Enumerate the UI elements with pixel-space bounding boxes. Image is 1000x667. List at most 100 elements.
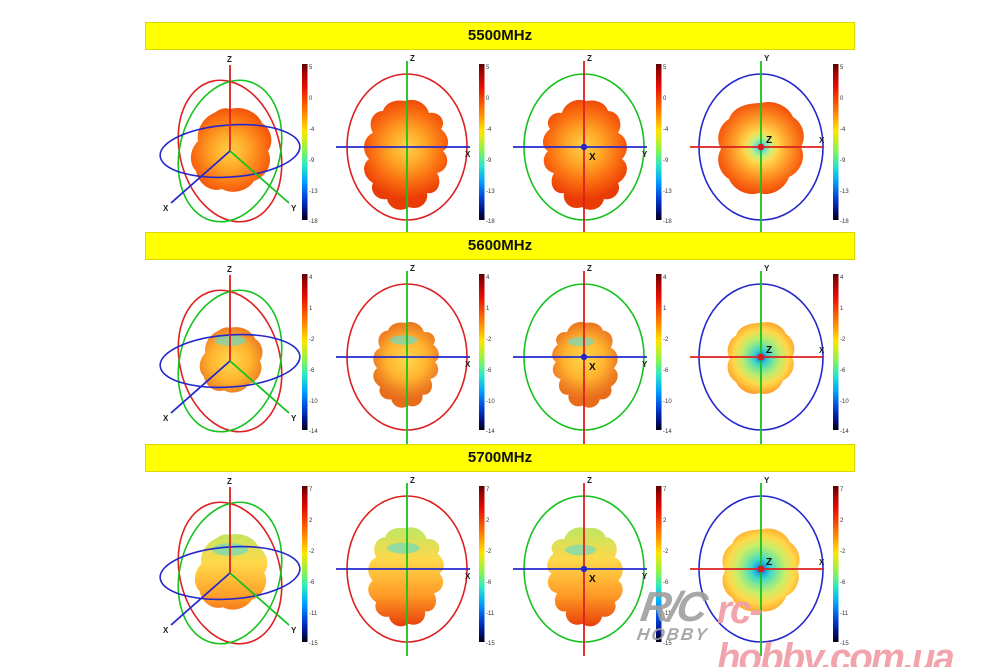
axis-label-right: Y — [642, 150, 648, 159]
great-circle-xy — [159, 123, 301, 179]
x-axis-line — [170, 360, 231, 414]
pattern-3d-plot: Z X Y 4 1 -2 -6 -10 -14 — [159, 265, 318, 435]
colorbar-tick: -2 — [309, 549, 315, 555]
colorbar-tick: -9 — [486, 158, 492, 164]
colorbar-tick: -6 — [663, 368, 669, 374]
axis-label-z: Z — [227, 265, 232, 274]
axis-label-z: Z — [227, 477, 232, 486]
colorbar-ticks: 7 2 -2 -6 -11 -15 — [309, 487, 318, 647]
colorbar-tick: -2 — [840, 549, 846, 555]
blob-null-patch — [389, 335, 418, 345]
axis-label-right: X — [465, 360, 471, 369]
colorbar-tick: -6 — [309, 580, 315, 586]
axis-label-x: X — [163, 414, 169, 423]
logo-text-hobby: HOBBY — [635, 625, 710, 644]
frequency-banner: 5500MHz — [145, 22, 855, 50]
axis-label-right: X — [465, 150, 471, 159]
great-circle-yz — [177, 501, 283, 645]
plot-cell-xy-top: Y X Z 4 1 -2 -6 -10 -14 — [676, 261, 853, 447]
y-axis-line — [229, 572, 290, 626]
axis-label-right: Y — [642, 572, 648, 581]
axis-label-center: Z — [766, 135, 772, 146]
yz-cut-plot: Z Y X 4 1 -2 -6 -10 -14 — [513, 264, 672, 444]
frequency-banner: 5700MHz — [145, 444, 855, 472]
axis-label-right: X — [819, 346, 825, 355]
radiation-blob-xz — [364, 99, 449, 210]
yz-cut-plot: Z Y X 7 2 -2 -6 -11 -15 — [513, 476, 672, 656]
colorbar-tick: -11 — [309, 611, 318, 617]
colorbar-tick: -6 — [486, 580, 492, 586]
radiation-blob-xz — [373, 322, 439, 408]
blob-null-patch — [565, 544, 596, 556]
colorbar-tick: -18 — [840, 219, 849, 225]
axis-label-z: Z — [227, 55, 232, 64]
y-axis-line — [229, 360, 290, 414]
colorbar-ticks: 5 0 -4 -9 -13 -18 — [663, 65, 672, 225]
pattern-3d-plot: Z X Y 7 2 -2 -6 -11 -15 — [159, 477, 318, 647]
watermark: R/C HOBBY rc-hobby.com.ua — [636, 583, 1000, 667]
center-axis-dot — [757, 143, 765, 151]
logo-text-rc: R/C — [637, 583, 708, 630]
colorbar — [479, 486, 485, 642]
great-circle-xz — [177, 289, 283, 433]
colorbar-tick: -15 — [840, 641, 849, 647]
colorbar-ticks: 4 1 -2 -6 -10 -14 — [309, 275, 318, 435]
colorbar-tick: -2 — [486, 337, 492, 343]
colorbar-tick: 5 — [486, 65, 490, 71]
plot-cell-xz: Z X 5 0 -4 -9 -13 -18 — [322, 51, 499, 237]
xy-top-view-plot: Y X Z 7 2 -2 -6 -11 -15 — [690, 476, 849, 656]
colorbar — [833, 274, 839, 430]
colorbar-ticks: 4 1 -2 -6 -10 -14 — [840, 275, 849, 435]
pattern-3d-plot: Z X Y 5 0 -4 -9 -13 -18 — [159, 55, 318, 225]
colorbar-tick: -2 — [663, 549, 669, 555]
colorbar-tick: -6 — [486, 368, 492, 374]
frequency-banner: 5600MHz — [145, 232, 855, 260]
plot-cell-3d: Z X Y 7 2 -2 -6 -11 -15 — [145, 473, 322, 659]
colorbar-tick: -11 — [486, 611, 495, 617]
axis-label-y: Y — [291, 626, 297, 635]
colorbar-ticks: 7 2 -2 -6 -11 -15 — [840, 487, 849, 647]
plot-cell-3d: Z X Y 5 0 -4 -9 -13 -18 — [145, 51, 322, 237]
xy-top-view-plot: Y X Z 5 0 -4 -9 -13 -18 — [690, 54, 849, 234]
axis-label-top: Y — [764, 264, 770, 273]
colorbar-tick: -4 — [309, 127, 315, 133]
colorbar-ticks: 5 0 -4 -9 -13 -18 — [840, 65, 849, 225]
xz-cut-plot: Z X 4 1 -2 -6 -10 -14 — [336, 264, 495, 444]
axis-label-right: X — [819, 558, 825, 567]
axis-label-top: Z — [410, 54, 415, 63]
axis-label-y: Y — [291, 204, 297, 213]
plot-row: Z X Y 7 2 -2 -6 -11 -15 — [145, 473, 855, 659]
plot-cell-xy-top: Y X Z 5 0 -4 -9 -13 -18 — [676, 51, 853, 237]
radiation-blob-xz — [368, 527, 444, 627]
colorbar-tick: -6 — [309, 368, 315, 374]
colorbar-tick: -13 — [486, 189, 495, 195]
axis-label-top: Z — [410, 476, 415, 485]
colorbar-tick: 0 — [486, 96, 490, 102]
axis-label-top: Z — [587, 264, 592, 273]
center-axis-dot — [580, 143, 588, 151]
frequency-section: 5500MHz Z — [145, 22, 855, 237]
colorbar-tick: -11 — [663, 611, 672, 617]
blob-null-patch — [387, 542, 420, 554]
colorbar — [302, 64, 308, 220]
great-circle-xz — [177, 501, 283, 645]
great-circle-xy — [159, 545, 301, 601]
plot-cell-xy-top: Y X Z 7 2 -2 -6 -11 -15 — [676, 473, 853, 659]
colorbar-tick: 0 — [663, 96, 667, 102]
colorbar-tick: 5 — [663, 65, 667, 71]
plot-row: Z X Y 4 1 -2 -6 -10 -14 — [145, 261, 855, 447]
colorbar-tick: -15 — [486, 641, 495, 647]
colorbar-tick: -18 — [309, 219, 318, 225]
colorbar-tick: 1 — [840, 306, 844, 312]
colorbar-tick: -18 — [486, 219, 495, 225]
colorbar-tick: -15 — [309, 641, 318, 647]
colorbar-tick: -9 — [840, 158, 846, 164]
colorbar-tick: -11 — [840, 611, 849, 617]
colorbar-tick: -10 — [486, 399, 495, 405]
colorbar-tick: -14 — [840, 429, 849, 435]
colorbar-tick: 2 — [309, 518, 313, 524]
radiation-blob-yz — [552, 322, 618, 408]
yz-cut-plot: Z Y X 5 0 -4 -9 -13 -18 — [513, 54, 672, 234]
